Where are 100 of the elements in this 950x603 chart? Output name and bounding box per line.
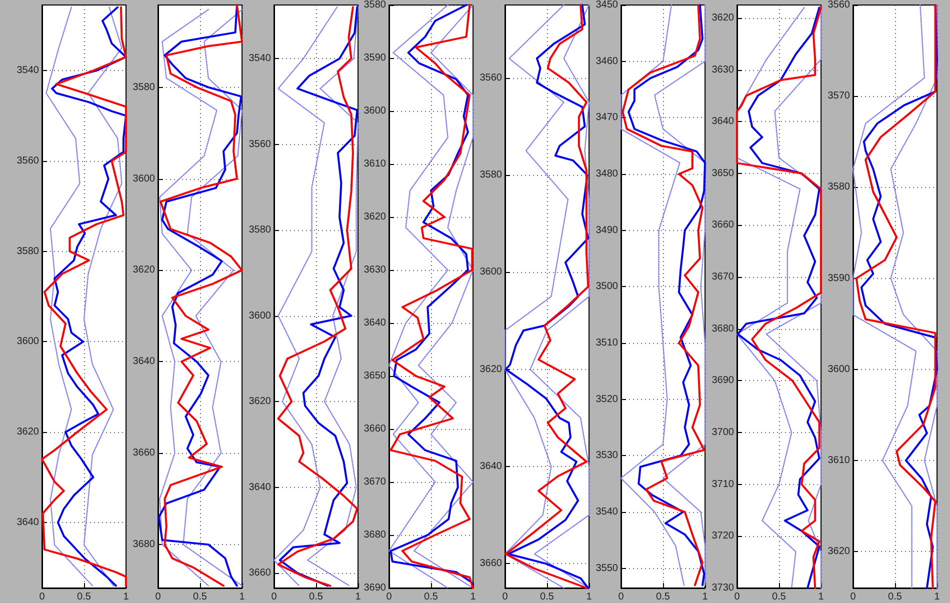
line-series (654, 4, 706, 586)
x-tick-label: 0 (386, 592, 393, 602)
x-tick-label: 1 (934, 592, 940, 602)
y-tick-label: 3650 (712, 168, 734, 179)
x-tick-label: 1 (354, 592, 361, 602)
x-tick-label: 1 (470, 592, 477, 602)
line-series (620, 4, 685, 586)
x-tick-label: 0.5 (424, 592, 439, 602)
y-tick-label: 3540 (16, 65, 40, 76)
y-tick-label: 3600 (248, 310, 272, 322)
line-series (83, 6, 122, 586)
y-tick-label: 3580 (480, 170, 503, 181)
y-tick-label: 3580 (248, 224, 272, 236)
y-tick-label: 3580 (364, 0, 387, 10)
x-tick-label: 0.5 (888, 592, 902, 602)
y-tick-label: 3620 (712, 12, 734, 24)
x-tick-label: 0.5 (772, 592, 786, 602)
y-tick-label: 3480 (596, 168, 618, 180)
y-tick-label: 3550 (596, 562, 618, 574)
y-tick-label: 3500 (596, 281, 618, 292)
y-tick-label: 3670 (364, 476, 387, 488)
y-tick-label: 3660 (248, 567, 272, 578)
x-tick-label: 0.5 (308, 592, 323, 602)
y-tick-label: 3720 (712, 530, 734, 542)
y-tick-label: 3610 (364, 158, 387, 170)
x-tick-label: 0.5 (77, 592, 92, 602)
y-tick-label: 3640 (364, 318, 387, 328)
x-tick-label: 0 (850, 592, 856, 602)
x-tick-label: 0 (502, 592, 508, 602)
x-tick-label: 0 (618, 592, 624, 602)
y-tick-label: 3580 (16, 246, 40, 257)
y-tick-label: 3620 (248, 396, 272, 408)
y-tick-label: 3680 (712, 323, 734, 334)
y-tick-label: 3530 (596, 450, 618, 462)
y-tick-label: 3600 (827, 364, 850, 375)
y-tick-label: 3470 (596, 112, 618, 124)
y-tick-label: 3630 (712, 64, 734, 76)
line-series (158, 8, 218, 586)
y-tick-label: 3510 (596, 337, 618, 348)
x-tick-label: 1 (123, 592, 130, 602)
y-tick-label: 3560 (16, 155, 40, 166)
y-tick-label: 3560 (480, 72, 503, 84)
y-tick-label: 3690 (364, 582, 387, 594)
x-tick-label: 1 (239, 592, 246, 602)
x-tick-label: 0 (734, 592, 740, 602)
y-tick-label: 3660 (132, 448, 156, 459)
y-tick-label: 3640 (248, 482, 272, 493)
y-tick-label: 3580 (132, 82, 156, 93)
y-tick-label: 3640 (16, 516, 40, 528)
line-series (505, 4, 590, 589)
y-tick-label: 3640 (712, 116, 734, 128)
y-tick-label: 3620 (364, 212, 387, 222)
y-tick-label: 3560 (248, 138, 272, 150)
y-tick-label: 3690 (712, 375, 734, 386)
y-tick-label: 3640 (480, 461, 503, 472)
y-tick-label: 3490 (596, 224, 618, 236)
y-tick-label: 3660 (480, 558, 503, 570)
y-tick-label: 3570 (827, 90, 850, 102)
y-tick-label: 3610 (827, 454, 850, 466)
y-tick-label: 3590 (364, 52, 387, 64)
line-series (182, 8, 242, 586)
y-tick-label: 3730 (712, 582, 734, 594)
x-tick-label: 1 (702, 592, 708, 602)
y-tick-label: 3520 (596, 394, 618, 405)
y-tick-label: 3620 (132, 264, 156, 276)
x-tick-label: 0.5 (656, 592, 670, 602)
y-tick-label: 3700 (712, 427, 734, 438)
y-tick-label: 3620 (827, 546, 850, 558)
x-tick-label: 1 (586, 592, 592, 602)
x-tick-label: 0.5 (540, 592, 555, 602)
y-tick-label: 3710 (712, 478, 734, 490)
x-tick-label: 0 (39, 592, 46, 602)
y-tick-label: 3590 (827, 272, 850, 284)
y-tick-label: 3650 (364, 370, 387, 382)
y-tick-label: 3680 (364, 530, 387, 540)
y-tick-label: 3620 (480, 364, 503, 375)
y-tick-label: 3670 (712, 272, 734, 283)
y-tick-label: 3600 (132, 173, 156, 184)
y-tick-label: 3540 (248, 53, 272, 64)
line-series (46, 6, 93, 586)
line-series (530, 4, 590, 589)
y-tick-label: 3680 (132, 539, 156, 550)
x-tick-label: 1 (818, 592, 824, 602)
y-tick-label: 3540 (596, 506, 618, 518)
y-tick-label: 3630 (364, 264, 387, 276)
y-tick-label: 3600 (364, 106, 387, 116)
y-tick-label: 3580 (827, 182, 850, 193)
y-tick-label: 3600 (480, 266, 503, 278)
x-tick-label: 0.5 (192, 592, 208, 602)
x-tick-label: 0 (270, 592, 277, 602)
y-tick-label: 3620 (16, 426, 40, 438)
y-tick-label: 3600 (16, 336, 40, 348)
y-tick-label: 3460 (596, 56, 618, 67)
y-tick-label: 3640 (132, 356, 156, 368)
y-tick-label: 3560 (827, 0, 850, 10)
line-series (306, 6, 358, 586)
y-tick-label: 3660 (712, 220, 734, 231)
y-tick-label: 3660 (364, 424, 387, 434)
y-tick-label: 3450 (596, 0, 618, 10)
x-tick-label: 0 (155, 592, 162, 602)
